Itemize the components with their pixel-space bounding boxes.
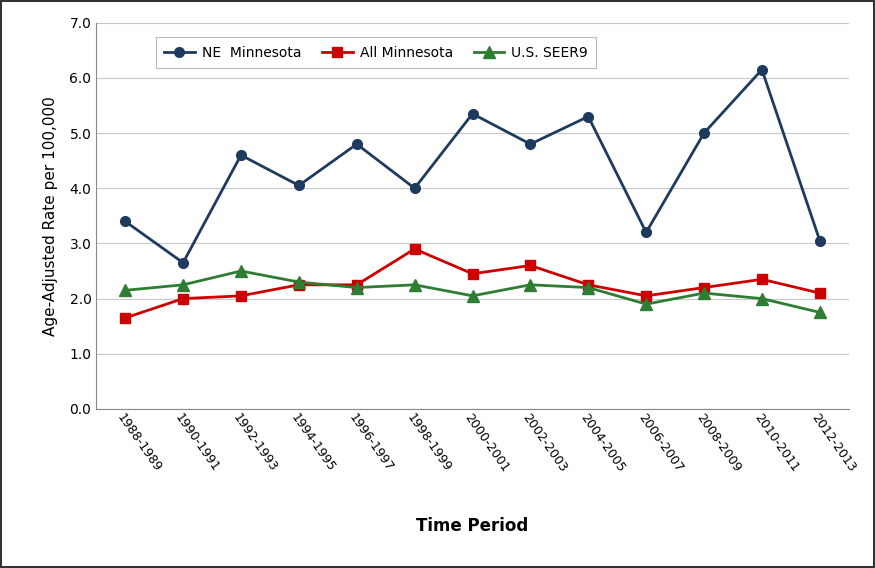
U.S. SEER9 [815,309,825,316]
NE  Minnesota [583,113,593,120]
NE  Minnesota [525,141,536,148]
All Minnesota [699,284,710,291]
U.S. SEER9 [757,295,767,302]
All Minnesota [178,295,188,302]
All Minnesota [467,270,478,277]
All Minnesota [235,293,246,299]
All Minnesota [640,293,651,299]
U.S. SEER9 [235,268,246,274]
NE  Minnesota [699,130,710,136]
Line: All Minnesota: All Minnesota [121,244,824,323]
All Minnesota [757,276,767,283]
X-axis label: Time Period: Time Period [416,517,528,534]
NE  Minnesota [640,229,651,236]
U.S. SEER9 [352,284,362,291]
All Minnesota [410,245,420,252]
All Minnesota [352,281,362,288]
NE  Minnesota [410,185,420,191]
NE  Minnesota [757,66,767,73]
All Minnesota [120,315,130,321]
U.S. SEER9 [525,281,536,288]
U.S. SEER9 [294,279,304,286]
NE  Minnesota [294,182,304,189]
U.S. SEER9 [699,290,710,296]
Y-axis label: Age-Adjusted Rate per 100,000: Age-Adjusted Rate per 100,000 [43,96,59,336]
U.S. SEER9 [640,300,651,307]
All Minnesota [815,290,825,296]
NE  Minnesota [235,152,246,158]
NE  Minnesota [178,260,188,266]
Legend: NE  Minnesota, All Minnesota, U.S. SEER9: NE Minnesota, All Minnesota, U.S. SEER9 [156,37,596,68]
NE  Minnesota [467,110,478,117]
U.S. SEER9 [178,281,188,288]
U.S. SEER9 [467,293,478,299]
U.S. SEER9 [120,287,130,294]
All Minnesota [583,281,593,288]
Line: NE  Minnesota: NE Minnesota [121,65,824,268]
All Minnesota [294,281,304,288]
NE  Minnesota [352,141,362,148]
U.S. SEER9 [410,281,420,288]
Line: U.S. SEER9: U.S. SEER9 [120,265,825,318]
NE  Minnesota [120,218,130,225]
NE  Minnesota [815,237,825,244]
All Minnesota [525,262,536,269]
U.S. SEER9 [583,284,593,291]
